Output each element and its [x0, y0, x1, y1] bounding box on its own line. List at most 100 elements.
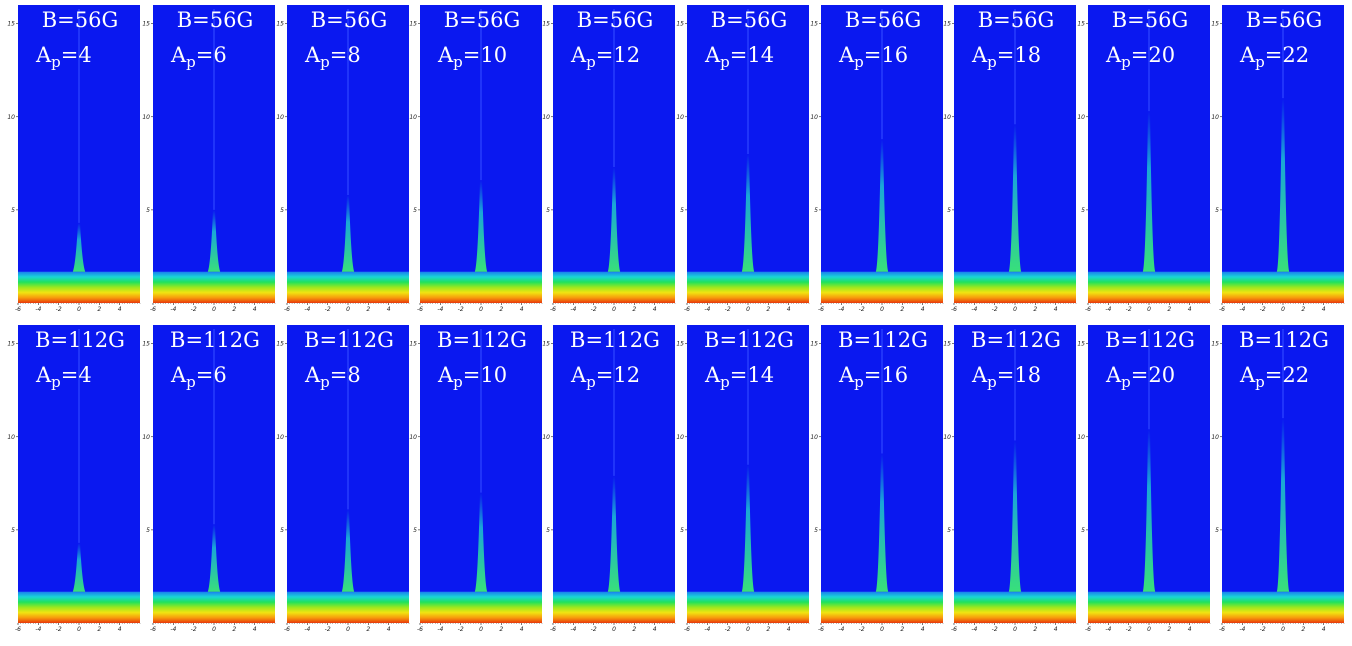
amplitude-subscript: p	[453, 53, 463, 71]
amplitude-label: Ap=10	[438, 43, 507, 74]
y-tick-label: 15	[810, 341, 818, 348]
peak	[474, 492, 488, 592]
x-tick-label: 2	[499, 306, 503, 313]
amplitude-subscript: p	[186, 53, 196, 71]
x-tick-label: -6	[1219, 306, 1225, 313]
base-band	[18, 591, 140, 623]
y-tick-label: 5	[680, 207, 684, 214]
x-tick-label: -6	[684, 306, 690, 313]
spectrum-panel: 5 10 15 -6 -4 -2 0 2 4 B=112G Ap=14	[676, 325, 815, 633]
amplitude-label: Ap=22	[1240, 43, 1309, 74]
x-tick-label: -2	[1126, 306, 1132, 313]
x-tick-label: -2	[591, 306, 597, 313]
peak	[341, 194, 355, 272]
x-tick-label: 2	[97, 626, 101, 633]
y-tick-label: 15	[142, 21, 150, 28]
x-tick-label: -2	[1260, 306, 1266, 313]
amplitude-symbol: A	[1106, 43, 1122, 67]
y-tick-label: 10	[943, 114, 951, 121]
field-label: B=112G	[971, 328, 1061, 352]
field-label: B=112G	[35, 328, 125, 352]
x-tick-label: -2	[191, 626, 197, 633]
base-band	[287, 591, 409, 623]
y-tick-label: 5	[1081, 527, 1085, 534]
y-tick-label: 15	[1211, 21, 1219, 28]
x-tick-label: -2	[56, 306, 62, 313]
spectrum-panel: 5 10 15 -6 -4 -2 0 2 4 B=112G Ap=20	[1077, 325, 1216, 633]
y-tick-label: 15	[943, 21, 951, 28]
amplitude-subscript: p	[1121, 373, 1131, 391]
field-label: B=112G	[1239, 328, 1329, 352]
spectrum-panel: 5 10 15 -6 -4 -2 0 2 4 B=56G Ap=18	[943, 5, 1082, 313]
amplitude-value: =10	[462, 363, 508, 387]
y-tick-label: 5	[413, 527, 417, 534]
x-tick-label: 2	[1301, 306, 1305, 313]
amplitude-symbol: A	[972, 43, 988, 67]
amplitude-label: Ap=18	[972, 363, 1041, 394]
x-tick-label: -6	[818, 626, 824, 633]
panel-plot: 5 10 15 -6 -4 -2 0 2 4	[943, 5, 1077, 313]
y-tick-label: 5	[413, 207, 417, 214]
x-tick-label: 0	[346, 626, 350, 633]
base-band	[18, 271, 140, 303]
spectrum-panel: 5 10 15 -6 -4 -2 0 2 4 B=112G Ap=6	[142, 325, 281, 633]
spectrum-panel: 5 10 15 -6 -4 -2 0 2 4 B=112G Ap=8	[276, 325, 415, 633]
x-tick-label: -2	[992, 626, 998, 633]
y-tick-label: 10	[7, 434, 15, 441]
x-tick-label: 0	[1281, 626, 1285, 633]
x-tick-label: -4	[838, 306, 844, 313]
amplitude-value: =22	[1264, 363, 1310, 387]
panel-plot: 5 10 15 -6 -4 -2 0 2 4	[1077, 325, 1211, 633]
panel-plot: 5 10 15 -6 -4 -2 0 2 4	[1211, 325, 1345, 633]
spectrum-panel: 5 10 15 -6 -4 -2 0 2 4 B=56G Ap=16	[810, 5, 949, 313]
x-tick-label: -6	[951, 626, 957, 633]
x-tick-label: 4	[387, 306, 391, 313]
x-tick-label: 4	[787, 626, 791, 633]
spectrum-panel: 5 10 15 -6 -4 -2 0 2 4 B=56G Ap=8	[276, 5, 415, 313]
x-tick-label: 2	[1167, 626, 1171, 633]
x-tick-label: 0	[880, 306, 884, 313]
field-label: B=112G	[704, 328, 794, 352]
amplitude-subscript: p	[51, 53, 61, 71]
base-band	[954, 271, 1076, 303]
peak	[1008, 440, 1022, 592]
x-tick-label: 4	[520, 306, 524, 313]
x-tick-label: -4	[35, 626, 41, 633]
amplitude-label: Ap=12	[571, 363, 640, 394]
y-tick-label: 10	[810, 434, 818, 441]
y-tick-label: 10	[542, 434, 550, 441]
field-label: B=56G	[1111, 8, 1189, 32]
amplitude-subscript: p	[987, 373, 997, 391]
peak	[741, 464, 755, 592]
y-tick-label: 15	[276, 21, 284, 28]
x-tick-label: -2	[725, 306, 731, 313]
peak	[1142, 111, 1156, 272]
y-tick-label: 15	[542, 341, 550, 348]
x-tick-label: 4	[653, 626, 657, 633]
amplitude-subscript: p	[186, 373, 196, 391]
panel-plot: 5 10 15 -6 -4 -2 0 2 4	[676, 5, 810, 313]
x-tick-label: 4	[1054, 306, 1058, 313]
y-tick-label: 10	[142, 434, 150, 441]
x-tick-label: -2	[591, 626, 597, 633]
amplitude-label: Ap=14	[705, 43, 774, 74]
base-band	[553, 591, 675, 623]
peak	[607, 167, 621, 272]
base-band	[1222, 271, 1344, 303]
x-tick-label: 4	[787, 306, 791, 313]
panel-plot: 5 10 15 -6 -4 -2 0 2 4	[276, 5, 410, 313]
peak	[1276, 418, 1290, 592]
amplitude-symbol: A	[36, 363, 52, 387]
field-label: B=112G	[170, 328, 260, 352]
y-tick-label: 10	[676, 434, 684, 441]
x-tick-label: 2	[900, 306, 904, 313]
x-tick-label: 0	[479, 626, 483, 633]
amplitude-symbol: A	[36, 43, 52, 67]
x-tick-label: -2	[725, 626, 731, 633]
x-tick-label: -6	[1219, 626, 1225, 633]
y-tick-label: 5	[947, 207, 951, 214]
x-tick-label: 4	[1188, 626, 1192, 633]
amplitude-symbol: A	[972, 363, 988, 387]
amplitude-label: Ap=22	[1240, 363, 1309, 394]
amplitude-value: =22	[1264, 43, 1310, 67]
